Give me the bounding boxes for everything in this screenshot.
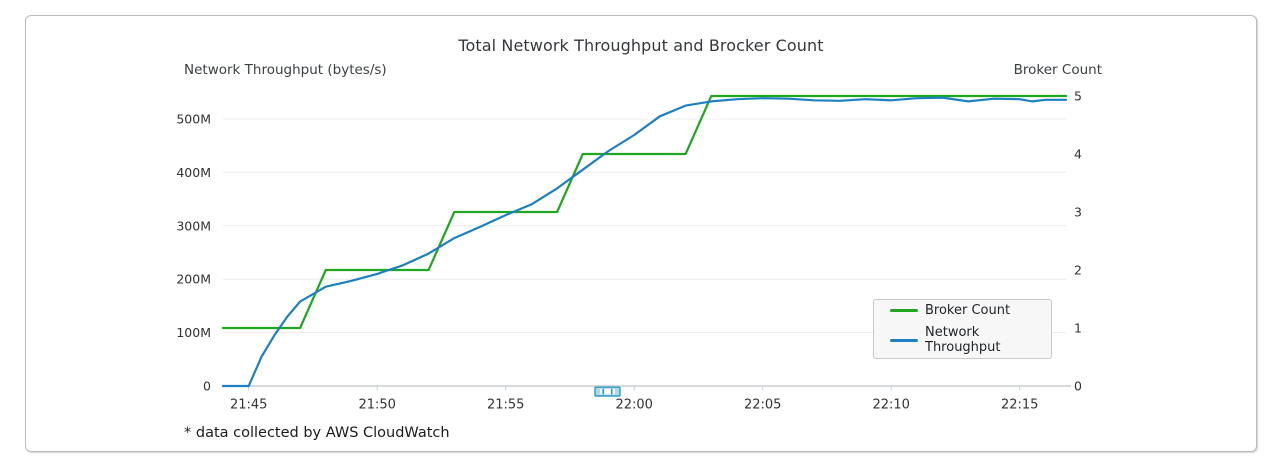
svg-text:22:05: 22:05 — [744, 398, 781, 413]
svg-text:0: 0 — [1074, 379, 1082, 394]
x-axis-tick-labels: 21:45 21:50 21:55 22:00 22:05 22:10 22:15 — [230, 386, 1038, 413]
svg-text:300M: 300M — [176, 218, 211, 233]
x-axis-mini-slider[interactable] — [594, 386, 621, 397]
left-axis-tick-labels: 0 100M 200M 300M 400M 500M — [176, 112, 211, 394]
svg-text:21:50: 21:50 — [358, 398, 395, 413]
legend-label: Network Throughput — [925, 325, 1001, 355]
svg-text:2: 2 — [1074, 263, 1082, 278]
svg-text:5: 5 — [1074, 89, 1082, 104]
svg-text:0: 0 — [203, 379, 211, 394]
broker-count-line — [221, 94, 1068, 330]
right-axis-title: Broker Count — [1013, 62, 1102, 78]
svg-text:22:00: 22:00 — [615, 398, 652, 413]
network-throughput-line — [221, 96, 1068, 388]
legend-item-network-throughput[interactable]: Network Throughput — [890, 325, 1051, 355]
svg-text:22:10: 22:10 — [872, 398, 909, 413]
svg-text:22:15: 22:15 — [1001, 398, 1038, 413]
broker-count-swatch — [890, 309, 918, 312]
legend-item-broker-count[interactable]: Broker Count — [890, 303, 1051, 318]
svg-text:3: 3 — [1074, 205, 1082, 220]
chart-card: Total Network Throughput and Brocker Cou… — [25, 15, 1257, 452]
chart-title: Total Network Throughput and Brocker Cou… — [458, 36, 824, 55]
network-throughput-swatch — [890, 338, 918, 342]
footnote: * data collected by AWS CloudWatch — [184, 425, 450, 441]
legend-label: Broker Count — [925, 303, 1011, 318]
svg-text:21:45: 21:45 — [230, 398, 267, 413]
svg-text:4: 4 — [1074, 147, 1082, 162]
svg-text:400M: 400M — [176, 165, 211, 180]
svg-text:21:55: 21:55 — [487, 398, 524, 413]
left-axis-title: Network Throughput (bytes/s) — [184, 62, 387, 78]
svg-text:100M: 100M — [176, 325, 211, 340]
svg-text:1: 1 — [1074, 321, 1082, 336]
chart-legend: Broker Count Network Throughput — [873, 299, 1052, 359]
svg-text:200M: 200M — [176, 272, 211, 287]
svg-text:500M: 500M — [176, 112, 211, 127]
right-axis-tick-labels: 0 1 2 3 4 5 — [1074, 89, 1082, 394]
